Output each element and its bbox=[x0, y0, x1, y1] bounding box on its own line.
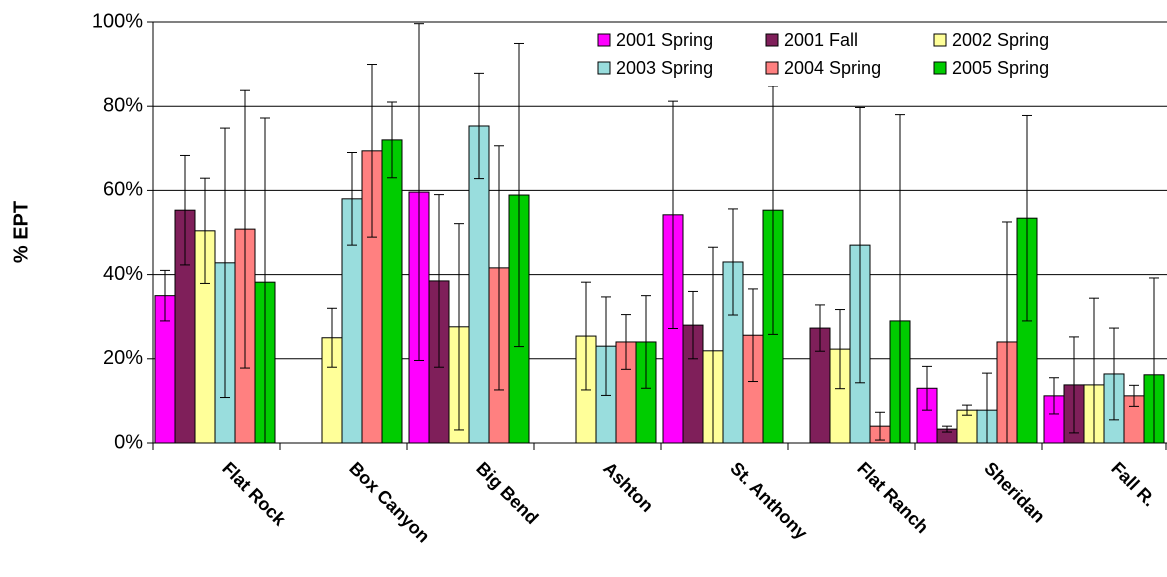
error-bar bbox=[855, 106, 865, 384]
error-bar bbox=[434, 194, 444, 368]
y-tick-label: 80% bbox=[103, 94, 143, 116]
error-bar bbox=[454, 223, 464, 431]
error-bar bbox=[922, 365, 932, 411]
error-bar bbox=[327, 307, 337, 368]
error-bar bbox=[1069, 336, 1079, 434]
error-bar bbox=[347, 152, 357, 246]
legend-swatch bbox=[765, 61, 779, 75]
error-bar bbox=[494, 145, 504, 391]
error-bar bbox=[180, 154, 190, 266]
error-bar bbox=[387, 101, 397, 179]
error-bar bbox=[688, 290, 698, 360]
y-tick-label: 20% bbox=[103, 347, 143, 369]
x-tick-label: Flat Ranch bbox=[853, 458, 932, 537]
legend-label: 2004 Spring bbox=[784, 58, 881, 78]
y-tick-label: 60% bbox=[103, 179, 143, 201]
error-bar bbox=[708, 246, 718, 443]
error-bar bbox=[1089, 297, 1099, 443]
y-axis-label: % EPT bbox=[10, 201, 32, 263]
error-bar bbox=[728, 208, 738, 316]
y-tick-label: 0% bbox=[114, 431, 143, 453]
error-bar bbox=[474, 72, 484, 180]
legend: 2001 Spring 2001 Fall 2002 Spring 2003 Spri… bbox=[586, 24, 1096, 86]
legend-label: 2005 Spring bbox=[952, 58, 1049, 78]
error-bar bbox=[895, 114, 905, 443]
error-bar bbox=[1149, 277, 1159, 443]
error-bar bbox=[1129, 384, 1139, 407]
x-tick-label: Box Canyon bbox=[345, 458, 433, 546]
x-tick-label: Sheridan bbox=[980, 458, 1049, 527]
plot bbox=[154, 23, 1165, 443]
error-bar bbox=[1109, 327, 1119, 421]
error-bar bbox=[367, 64, 377, 238]
error-bar bbox=[962, 404, 972, 416]
legend-swatch bbox=[933, 61, 947, 75]
x-tick-label: Ashton bbox=[599, 458, 657, 516]
legend-box bbox=[586, 24, 1096, 86]
legend-swatch bbox=[933, 33, 947, 47]
error-bar bbox=[414, 23, 424, 361]
error-bar bbox=[815, 304, 825, 352]
error-bar bbox=[601, 296, 611, 396]
legend-swatch bbox=[597, 33, 611, 47]
error-bar bbox=[200, 177, 210, 284]
legend-swatch bbox=[597, 61, 611, 75]
legend-swatch bbox=[765, 33, 779, 47]
y-tick-label: 100% bbox=[92, 10, 143, 32]
x-tick-label: Flat Rock bbox=[218, 458, 290, 530]
error-bar bbox=[621, 314, 631, 370]
error-bar bbox=[875, 411, 885, 441]
y-tick-label: 40% bbox=[103, 263, 143, 285]
x-tick-label: Big Bend bbox=[472, 458, 542, 528]
legend-label: 2001 Spring bbox=[616, 30, 713, 50]
error-bar bbox=[514, 42, 524, 348]
error-bar bbox=[668, 100, 678, 329]
error-bar bbox=[240, 89, 250, 369]
error-bar bbox=[1002, 221, 1012, 443]
error-bar bbox=[1049, 377, 1059, 415]
error-bar bbox=[1022, 114, 1032, 322]
error-bar bbox=[641, 295, 651, 389]
error-bar bbox=[260, 117, 270, 443]
error-bar bbox=[160, 269, 170, 322]
error-bar bbox=[220, 127, 230, 399]
error-bar bbox=[982, 372, 992, 443]
legend-label: 2002 Spring bbox=[952, 30, 1049, 50]
bar bbox=[381, 139, 403, 443]
error-bar bbox=[748, 288, 758, 383]
x-tick-label: St. Anthony bbox=[726, 458, 811, 543]
error-bar bbox=[942, 425, 952, 433]
legend-label: 2001 Fall bbox=[784, 30, 858, 50]
error-bar bbox=[835, 309, 845, 390]
error-bar bbox=[581, 281, 591, 391]
legend-label: 2003 Spring bbox=[616, 58, 713, 78]
x-tick-label: Fall R. bbox=[1107, 458, 1159, 510]
